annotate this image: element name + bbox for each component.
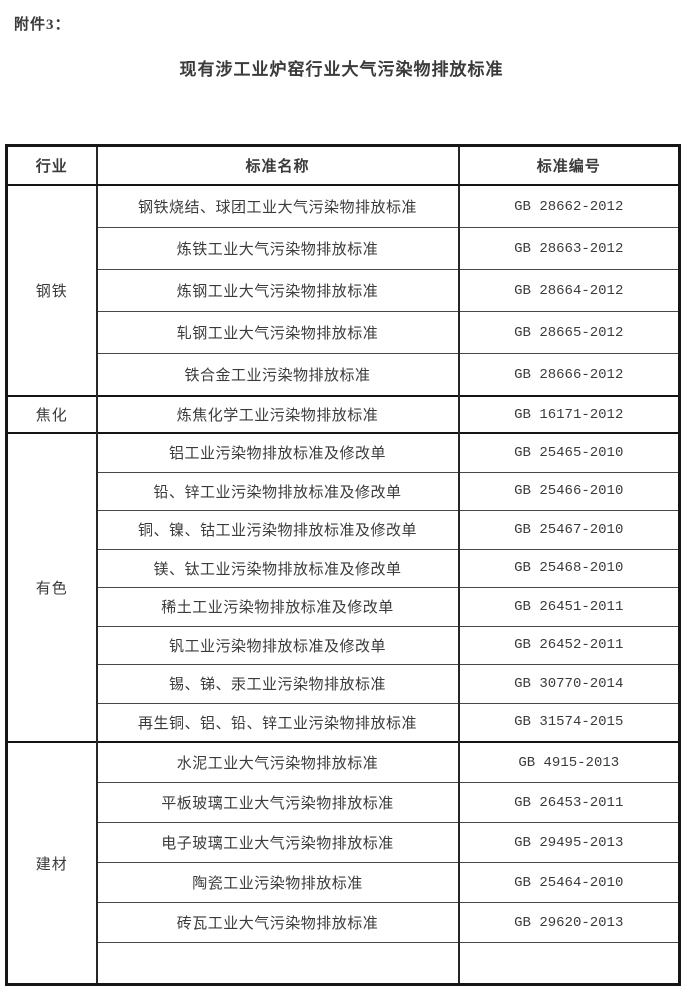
table-row: 钢铁 钢铁烧结、球团工业大气污染物排放标准 GB 28662-2012 bbox=[5, 184, 681, 397]
standard-name-cell: 镁、钛工业污染物排放标准及修改单 bbox=[95, 548, 460, 588]
standard-name-cell: 炼钢工业大气污染物排放标准 bbox=[95, 269, 460, 312]
standard-code-cell: GB 29620-2013 bbox=[457, 902, 681, 943]
table-row: 稀土工业污染物排放标准及修改单 GB 26451-2011 bbox=[7, 587, 681, 627]
column-header-industry: 行业 bbox=[5, 145, 98, 186]
standard-code-cell: GB 25465-2010 bbox=[457, 432, 681, 473]
table-row: 炼钢工业大气污染物排放标准 GB 28664-2012 bbox=[7, 269, 681, 312]
industry-cell-building-materials: 建材 bbox=[5, 741, 98, 985]
standard-name-cell: 电子玻璃工业大气污染物排放标准 bbox=[95, 822, 460, 863]
standard-code-cell: GB 4915-2013 bbox=[457, 741, 681, 783]
standard-name-cell: 再生铜、铝、铅、锌工业污染物排放标准 bbox=[95, 702, 460, 743]
table-row: 轧钢工业大气污染物排放标准 GB 28665-2012 bbox=[7, 311, 681, 354]
standard-name-cell: 锡、锑、汞工业污染物排放标准 bbox=[95, 664, 460, 704]
table-row: 钒工业污染物排放标准及修改单 GB 26452-2011 bbox=[7, 625, 681, 665]
standard-code-cell bbox=[457, 942, 681, 985]
standard-code-cell: GB 30770-2014 bbox=[457, 664, 681, 704]
table-row: 建材 水泥工业大气污染物排放标准 GB 4915-2013 bbox=[5, 741, 681, 985]
page-title: 现有涉工业炉窑行业大气污染物排放标准 bbox=[179, 60, 504, 79]
standards-table: 行业 标准名称 标准编号 钢铁 钢铁烧结、球团工业大气污染物排放标准 GB 28… bbox=[5, 144, 681, 986]
standard-name-cell: 铝工业污染物排放标准及修改单 bbox=[95, 432, 460, 473]
table-row: 砖瓦工业大气污染物排放标准 GB 29620-2013 bbox=[7, 902, 681, 943]
standard-name-cell: 稀土工业污染物排放标准及修改单 bbox=[95, 587, 460, 627]
standard-name-cell: 钢铁烧结、球团工业大气污染物排放标准 bbox=[95, 184, 460, 228]
standard-name-cell: 平板玻璃工业大气污染物排放标准 bbox=[95, 782, 460, 823]
column-header-standard-name: 标准名称 bbox=[95, 145, 460, 186]
standard-name-cell: 炼铁工业大气污染物排放标准 bbox=[95, 227, 460, 270]
standard-code-cell: GB 31574-2015 bbox=[457, 702, 681, 743]
standard-code-cell: GB 28666-2012 bbox=[457, 353, 681, 397]
standard-code-cell: GB 25466-2010 bbox=[457, 471, 681, 511]
standard-code-cell: GB 28664-2012 bbox=[457, 269, 681, 312]
attachment-label: 附件3： bbox=[14, 17, 71, 33]
standard-code-cell: GB 25467-2010 bbox=[457, 510, 681, 550]
standard-code-cell: GB 26453-2011 bbox=[457, 782, 681, 823]
standard-code-cell: GB 25464-2010 bbox=[457, 862, 681, 903]
standard-name-cell: 轧钢工业大气污染物排放标准 bbox=[95, 311, 460, 354]
standard-code-cell: GB 16171-2012 bbox=[457, 395, 681, 434]
table-row: 再生铜、铝、铅、锌工业污染物排放标准 GB 31574-2015 bbox=[7, 702, 681, 743]
table-row: 锡、锑、汞工业污染物排放标准 GB 30770-2014 bbox=[7, 664, 681, 704]
standard-name-cell: 铁合金工业污染物排放标准 bbox=[95, 353, 460, 397]
standard-name-cell: 水泥工业大气污染物排放标准 bbox=[95, 741, 460, 783]
table-row: 平板玻璃工业大气污染物排放标准 GB 26453-2011 bbox=[7, 782, 681, 823]
standard-code-cell: GB 28665-2012 bbox=[457, 311, 681, 354]
table-row: 铁合金工业污染物排放标准 GB 28666-2012 bbox=[7, 353, 681, 397]
table-row: 镁、钛工业污染物排放标准及修改单 GB 25468-2010 bbox=[7, 548, 681, 588]
standard-code-cell: GB 25468-2010 bbox=[457, 548, 681, 588]
standard-name-cell: 炼焦化学工业污染物排放标准 bbox=[95, 395, 460, 434]
standard-name-cell: 砖瓦工业大气污染物排放标准 bbox=[95, 902, 460, 943]
table-row: 铅、锌工业污染物排放标准及修改单 GB 25466-2010 bbox=[7, 471, 681, 511]
standard-code-cell: GB 26452-2011 bbox=[457, 625, 681, 665]
standard-name-cell: 铜、镍、钴工业污染物排放标准及修改单 bbox=[95, 510, 460, 550]
industry-cell-steel: 钢铁 bbox=[5, 184, 98, 397]
standard-name-cell: 钒工业污染物排放标准及修改单 bbox=[95, 625, 460, 665]
standard-name-cell: 铅、锌工业污染物排放标准及修改单 bbox=[95, 471, 460, 511]
table-header-row: 行业 标准名称 标准编号 bbox=[5, 145, 681, 186]
column-header-standard-code: 标准编号 bbox=[457, 145, 681, 186]
standard-name-cell bbox=[95, 942, 460, 985]
table-row: 焦化 炼焦化学工业污染物排放标准 GB 16171-2012 bbox=[5, 395, 681, 434]
table-row-cutoff bbox=[7, 942, 681, 985]
industry-cell-coking: 焦化 bbox=[5, 395, 98, 434]
industry-cell-nonferrous: 有色 bbox=[5, 432, 98, 743]
standard-code-cell: GB 26451-2011 bbox=[457, 587, 681, 627]
standard-code-cell: GB 29495-2013 bbox=[457, 822, 681, 863]
table-row: 炼铁工业大气污染物排放标准 GB 28663-2012 bbox=[7, 227, 681, 270]
standard-code-cell: GB 28662-2012 bbox=[457, 184, 681, 228]
standard-code-cell: GB 28663-2012 bbox=[457, 227, 681, 270]
table-row: 铜、镍、钴工业污染物排放标准及修改单 GB 25467-2010 bbox=[7, 510, 681, 550]
standard-name-cell: 陶瓷工业污染物排放标准 bbox=[95, 862, 460, 903]
table-row: 有色 铝工业污染物排放标准及修改单 GB 25465-2010 bbox=[5, 432, 681, 743]
table-row: 电子玻璃工业大气污染物排放标准 GB 29495-2013 bbox=[7, 822, 681, 863]
table-row: 陶瓷工业污染物排放标准 GB 25464-2010 bbox=[7, 862, 681, 903]
